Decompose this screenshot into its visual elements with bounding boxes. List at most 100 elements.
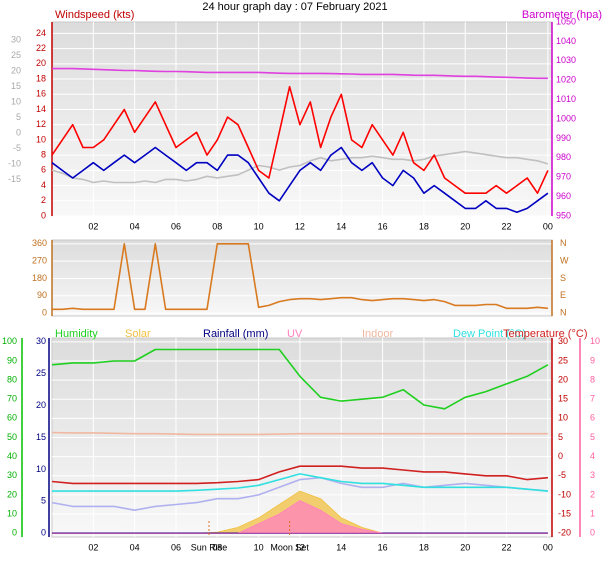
y4-tick-label: 7 — [590, 394, 595, 404]
y4-tick-label: 9 — [590, 355, 595, 365]
y-tick-label: 10 — [36, 134, 46, 144]
y2-tick-label: 5 — [558, 432, 563, 442]
y-tick-label: 6 — [41, 165, 46, 175]
legend-entry: Temperature (°C) — [503, 328, 587, 340]
y3-tick-label: -15 — [8, 174, 21, 184]
legend-entry: Dew Point (°C) — [453, 328, 526, 340]
y3-tick-label: 0 — [16, 127, 21, 137]
y2-tick-label: S — [560, 273, 566, 283]
y-tick-label: 0 — [41, 210, 46, 220]
y-tick-label: 30 — [7, 470, 17, 480]
series-area — [51, 500, 549, 534]
y2-tick-label: 1000 — [556, 113, 576, 123]
annotation: Sun Rise — [191, 542, 228, 552]
y3-tick-label: 5 — [41, 496, 46, 506]
y-tick-label: 0 — [12, 528, 17, 538]
y-tick-label: 40 — [7, 451, 17, 461]
y-tick-label: 24 — [36, 28, 46, 38]
y2-tick-label: N — [560, 307, 567, 317]
y3-tick-label: 20 — [36, 400, 46, 410]
y2-tick-label: 15 — [558, 394, 568, 404]
y4-tick-label: 0 — [590, 528, 595, 538]
y-tick-label: 14 — [36, 104, 46, 114]
y2-tick-label: N — [560, 238, 567, 248]
y-tick-label: 90 — [7, 355, 17, 365]
y3-tick-label: 30 — [11, 34, 21, 44]
x-tick-label: 16 — [378, 542, 388, 552]
y-tick-label: 16 — [36, 89, 46, 99]
x-tick-label: 22 — [502, 221, 512, 231]
x-tick-label: 08 — [212, 221, 222, 231]
y-axis-title: Windspeed (kts) — [55, 9, 134, 21]
y4-tick-label: 1 — [590, 508, 595, 518]
series-line — [51, 476, 548, 511]
x-tick-label: 04 — [130, 221, 140, 231]
y2-tick-label: -5 — [558, 470, 566, 480]
y2-tick-label: -10 — [558, 489, 571, 499]
y2-tick-label: -15 — [558, 508, 571, 518]
y4-tick-label: 8 — [590, 374, 595, 384]
y2-axis-title: Barometer (hpa) — [522, 9, 602, 21]
legend-entry: Indoor — [362, 328, 394, 340]
y3-tick-label: 15 — [11, 81, 21, 91]
y-tick-label: 22 — [36, 43, 46, 53]
series-line — [51, 85, 549, 194]
y3-tick-label: -5 — [13, 143, 21, 153]
y-tick-label: 20 — [36, 58, 46, 68]
series-line — [51, 150, 549, 184]
legend-entry: Humidity — [55, 328, 98, 340]
y-tick-label: 10 — [7, 508, 17, 518]
y-tick-label: 18 — [36, 73, 46, 83]
x-tick-label: 12 — [295, 542, 305, 552]
y2-tick-label: 1010 — [556, 94, 576, 104]
x-tick-label: 16 — [378, 221, 388, 231]
series-line — [52, 473, 548, 492]
y3-tick-label: -10 — [8, 158, 21, 168]
y-tick-label: 360 — [32, 238, 47, 248]
x-tick-label: 02 — [88, 221, 98, 231]
series-line — [52, 67, 548, 80]
y-tick-label: 180 — [32, 273, 47, 283]
x-tick-label: 06 — [171, 221, 181, 231]
legend-entry: Rainfall (mm) — [203, 328, 268, 340]
y3-tick-label: 30 — [36, 336, 46, 346]
y2-tick-label: 25 — [558, 355, 568, 365]
y2-tick-label: -20 — [558, 528, 571, 538]
y-tick-label: 50 — [7, 432, 17, 442]
y3-tick-label: 5 — [16, 112, 21, 122]
legend-entry: UV — [287, 328, 303, 340]
x-tick-label: 10 — [254, 542, 264, 552]
x-tick-label: 20 — [460, 542, 470, 552]
y-tick-label: 2 — [41, 195, 46, 205]
x-tick-label: 04 — [130, 542, 140, 552]
y2-tick-label: 0 — [558, 451, 563, 461]
series-line — [51, 348, 549, 410]
y4-tick-label: 5 — [590, 432, 595, 442]
x-tick-label: 06 — [171, 542, 181, 552]
x-tick-label: 20 — [460, 221, 470, 231]
x-tick-label: 22 — [502, 542, 512, 552]
y3-tick-label: 25 — [36, 368, 46, 378]
y-tick-label: 90 — [37, 290, 47, 300]
y4-tick-label: 4 — [590, 451, 595, 461]
y3-tick-label: 10 — [11, 96, 21, 106]
legend-entry: Solar — [125, 328, 151, 340]
series-line — [51, 431, 548, 436]
x-tick-label: 18 — [419, 542, 429, 552]
y2-tick-label: 960 — [556, 191, 571, 201]
annotation: Moon Set — [270, 542, 309, 552]
series-line — [51, 146, 549, 213]
y4-tick-label: 2 — [590, 489, 595, 499]
y-tick-label: 100 — [2, 336, 17, 346]
x-tick-label: 00 — [543, 221, 553, 231]
y-tick-label: 4 — [41, 180, 46, 190]
y-tick-label: 70 — [7, 394, 17, 404]
series-line — [51, 465, 548, 485]
y3-tick-label: 20 — [11, 65, 21, 75]
y-tick-label: 8 — [41, 150, 46, 160]
y4-tick-label: 6 — [590, 413, 595, 423]
y2-tick-label: 1050 — [556, 16, 576, 26]
x-tick-label: 02 — [88, 542, 98, 552]
y2-tick-label: W — [560, 256, 569, 266]
